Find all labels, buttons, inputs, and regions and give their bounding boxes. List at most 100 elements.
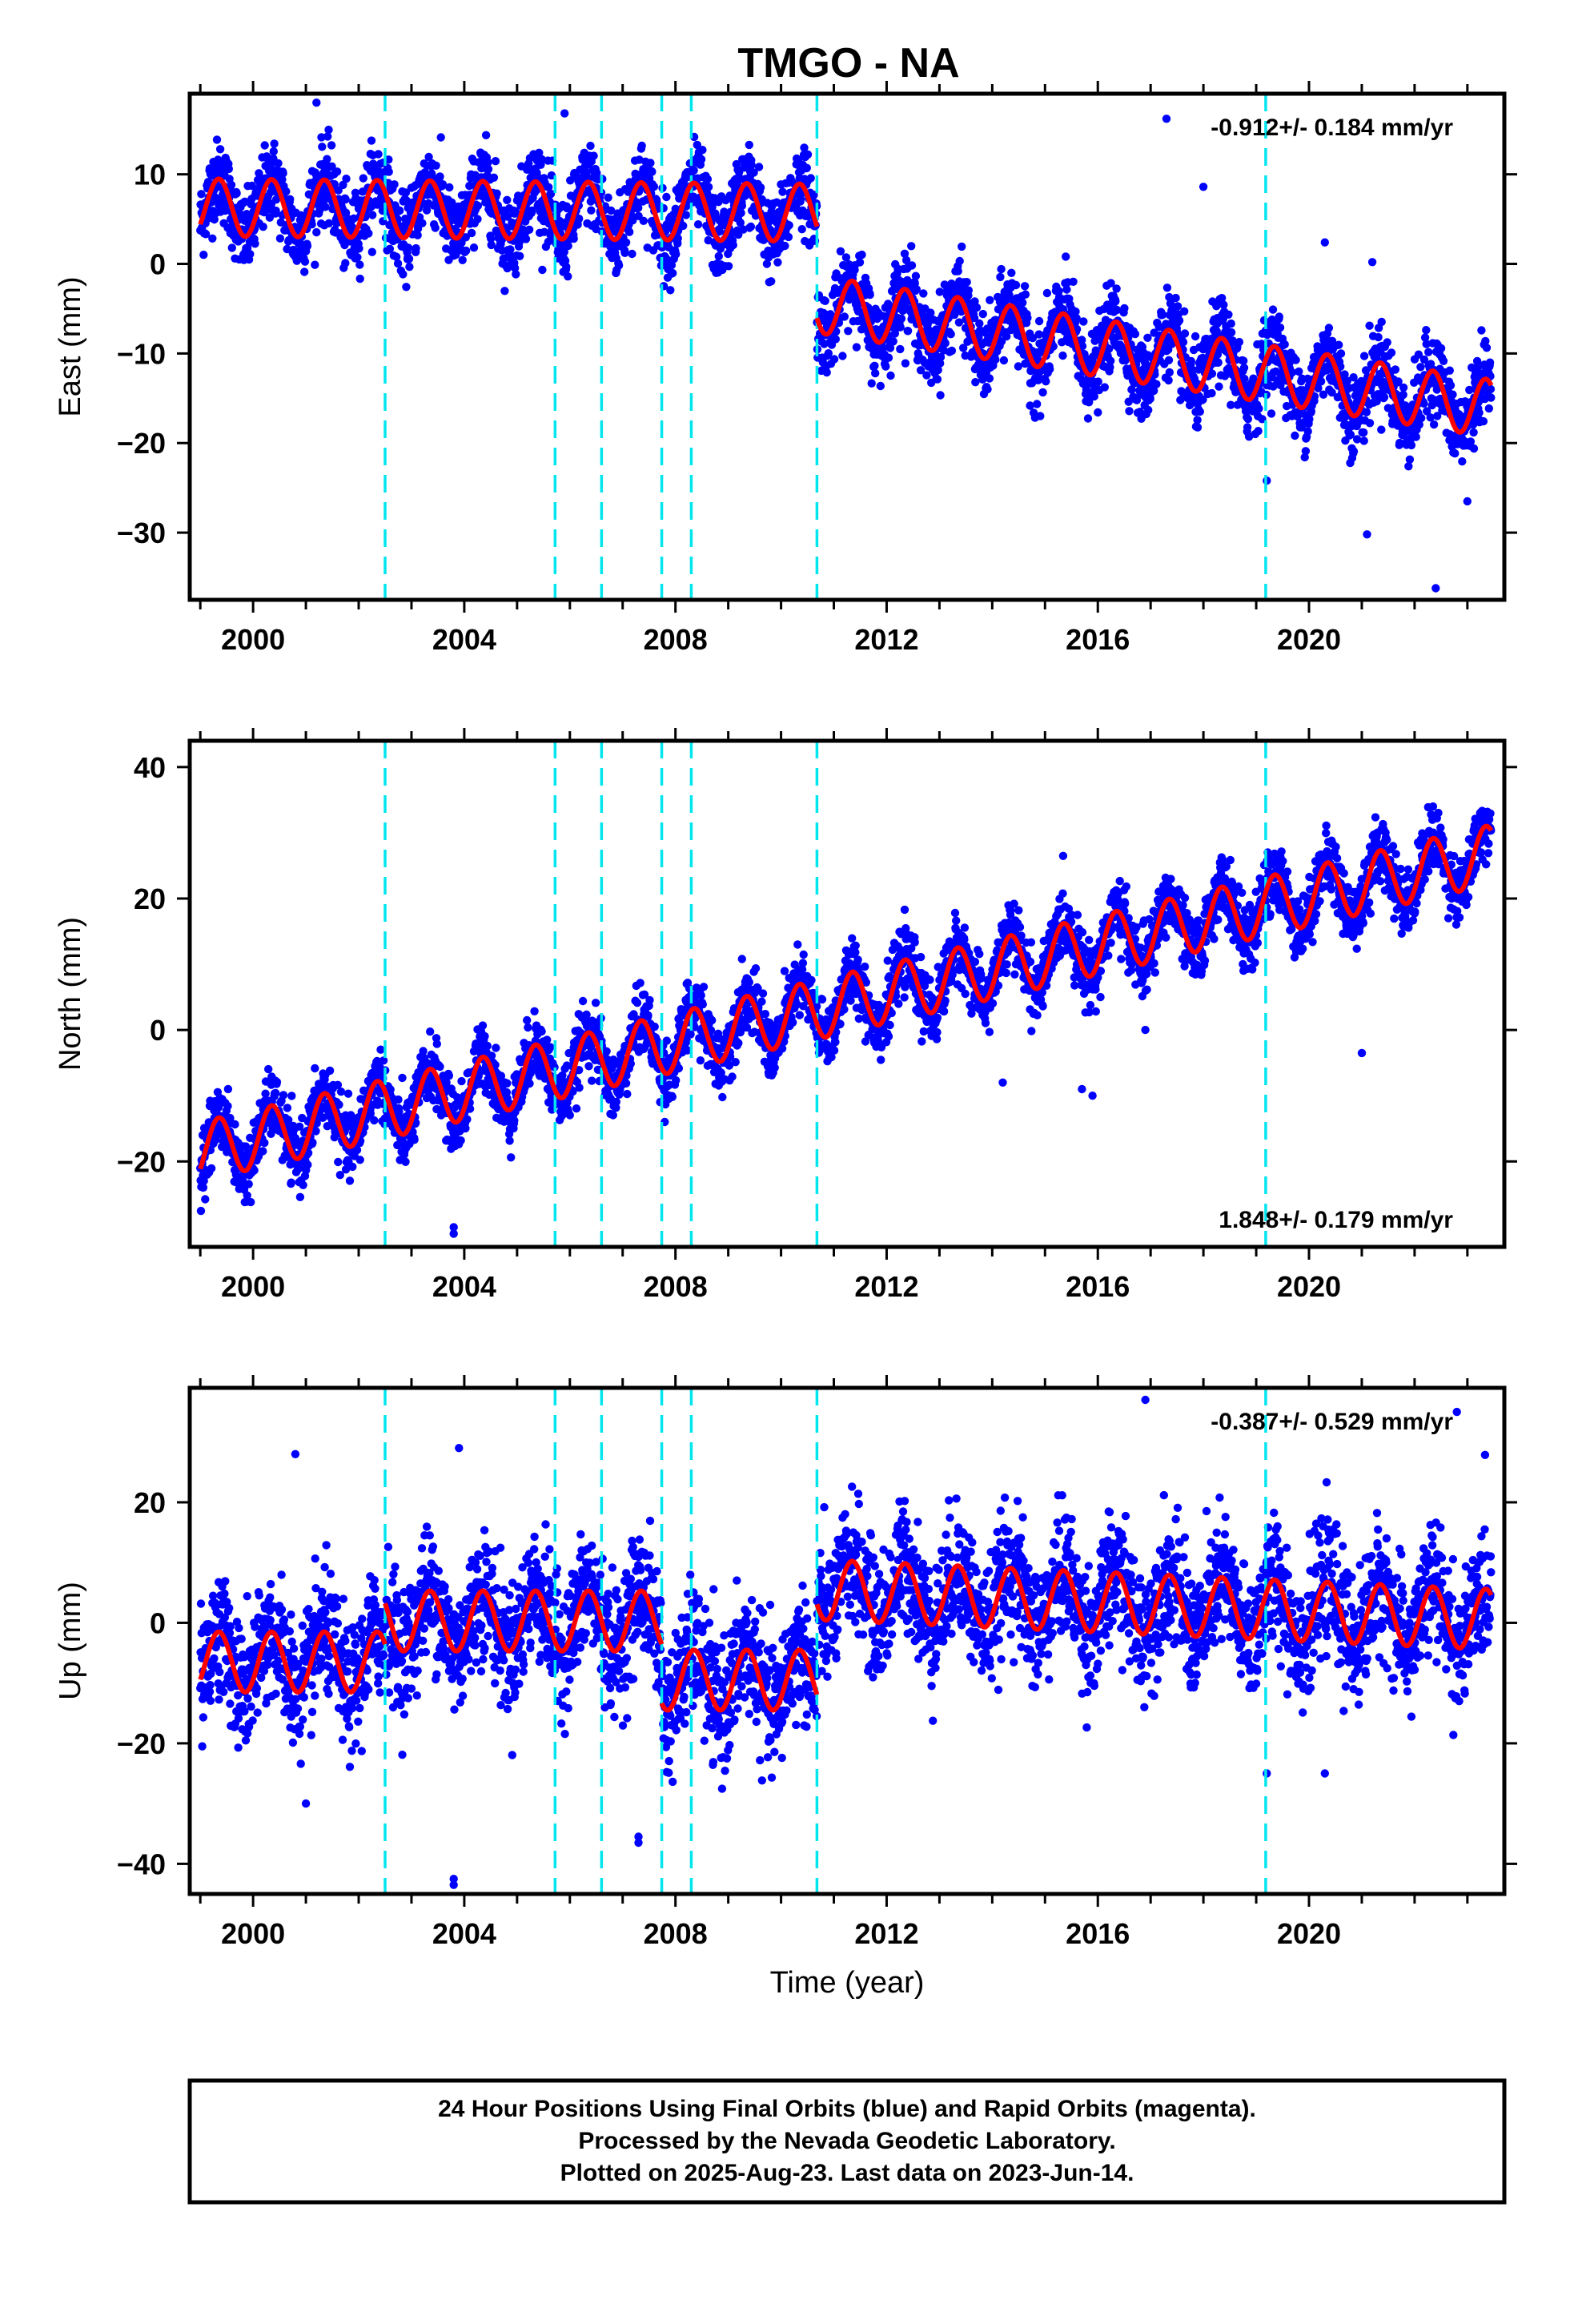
data-point — [672, 250, 681, 259]
data-point — [1224, 310, 1233, 319]
data-point — [962, 278, 971, 287]
data-point — [1018, 298, 1027, 308]
data-point — [1178, 338, 1188, 347]
data-point — [385, 244, 395, 253]
data-point — [462, 246, 471, 255]
data-point — [991, 355, 1000, 364]
data-point — [773, 258, 782, 267]
data-point — [271, 1088, 280, 1098]
data-point — [1275, 312, 1284, 321]
data-point — [1094, 408, 1102, 417]
data-point — [1164, 376, 1173, 385]
data-point — [693, 220, 703, 229]
data-point — [1174, 316, 1184, 325]
data-point — [852, 343, 861, 352]
data-point — [1399, 383, 1408, 392]
data-point — [323, 155, 331, 163]
data-point — [1254, 427, 1263, 436]
data-point — [1275, 323, 1285, 332]
data-point — [376, 1045, 385, 1054]
data-point — [418, 219, 427, 227]
data-point — [896, 344, 905, 354]
data-point — [1335, 340, 1343, 349]
data-point — [829, 355, 839, 364]
data-point — [666, 286, 675, 295]
data-point — [283, 1104, 292, 1112]
data-point — [646, 159, 655, 167]
data-point — [562, 263, 571, 271]
data-point — [1186, 356, 1196, 366]
data-point — [324, 219, 334, 227]
data-point — [746, 222, 756, 231]
data-point — [349, 214, 359, 223]
data-point — [1180, 307, 1189, 316]
data-point — [1033, 400, 1042, 408]
data-point — [270, 139, 279, 148]
data-point — [1173, 302, 1182, 311]
data-point — [1475, 408, 1484, 417]
data-point — [251, 239, 259, 248]
data-point — [933, 375, 942, 384]
data-point — [1235, 337, 1244, 347]
data-point — [781, 241, 789, 251]
data-point — [806, 174, 815, 183]
data-point — [436, 172, 444, 181]
data-point — [487, 234, 496, 243]
data-point — [1374, 332, 1383, 342]
data-point — [303, 242, 312, 251]
data-point — [1144, 405, 1153, 415]
data-point — [681, 211, 691, 219]
data-point — [404, 255, 414, 263]
data-point — [867, 379, 876, 388]
data-point — [1451, 449, 1460, 458]
data-point — [1062, 252, 1070, 261]
data-point — [272, 1077, 282, 1087]
data-point — [1295, 367, 1303, 376]
data-point — [491, 157, 500, 166]
data-point — [1268, 305, 1278, 314]
data-point — [831, 335, 841, 344]
data-point — [299, 1180, 307, 1190]
data-point — [1362, 408, 1371, 416]
data-point — [954, 267, 962, 275]
data-point — [901, 359, 910, 368]
outlier-point — [1463, 497, 1472, 506]
data-point — [445, 183, 454, 192]
data-point — [489, 173, 499, 182]
data-point — [503, 212, 512, 221]
data-point — [348, 1162, 357, 1172]
data-point — [506, 245, 515, 254]
data-point — [1062, 285, 1071, 294]
data-point — [1214, 358, 1223, 367]
data-point — [886, 371, 895, 380]
data-point — [964, 286, 974, 295]
data-point — [889, 337, 897, 346]
data-point — [247, 181, 256, 191]
data-point — [693, 140, 701, 150]
data-point — [432, 1039, 441, 1048]
data-point — [1193, 416, 1202, 424]
data-point — [1387, 348, 1396, 357]
data-point — [703, 175, 713, 183]
data-point — [971, 378, 980, 387]
data-point — [737, 208, 745, 218]
data-point — [497, 246, 507, 255]
y-tick-label: −20 — [117, 427, 166, 460]
data-point — [359, 174, 367, 183]
data-point — [649, 182, 659, 191]
data-point — [317, 133, 326, 142]
data-point — [511, 207, 520, 215]
data-point — [884, 353, 893, 362]
data-point — [544, 183, 553, 191]
data-point — [271, 206, 280, 215]
data-point — [1486, 384, 1496, 394]
data-point — [689, 166, 698, 175]
data-point — [424, 152, 433, 162]
data-point — [300, 267, 309, 276]
data-point — [487, 240, 496, 250]
data-point — [343, 1089, 353, 1098]
data-point — [396, 206, 404, 215]
data-point — [754, 163, 764, 171]
data-point — [431, 223, 440, 232]
data-point — [484, 165, 493, 174]
